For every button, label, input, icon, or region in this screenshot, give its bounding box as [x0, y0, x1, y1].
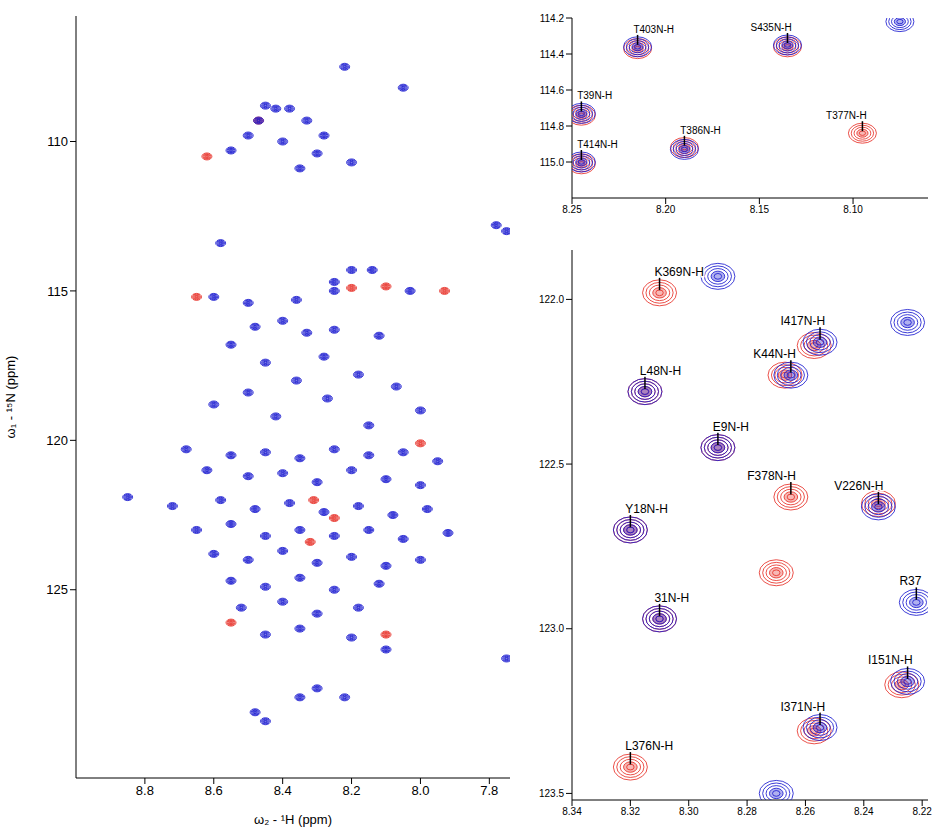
svg-text:8.24: 8.24: [854, 806, 874, 817]
svg-text:8.25: 8.25: [562, 204, 582, 215]
svg-text:K44N-H: K44N-H: [753, 347, 796, 361]
svg-text:31N-H: 31N-H: [654, 591, 689, 605]
svg-text:8.28: 8.28: [737, 806, 757, 817]
svg-text:T414N-H: T414N-H: [577, 139, 618, 150]
svg-text:8.6: 8.6: [205, 783, 223, 798]
svg-text:R37: R37: [899, 574, 921, 588]
svg-text:8.15: 8.15: [750, 204, 770, 215]
svg-text:110: 110: [47, 134, 68, 149]
svg-text:8.10: 8.10: [843, 204, 863, 215]
svg-text:L376N-H: L376N-H: [625, 739, 673, 753]
svg-text:7.8: 7.8: [480, 783, 498, 798]
svg-text:E9N-H: E9N-H: [713, 420, 749, 434]
svg-text:8.2: 8.2: [343, 783, 361, 798]
svg-text:8.0: 8.0: [411, 783, 429, 798]
svg-text:123.0: 123.0: [539, 623, 564, 634]
svg-text:122.5: 122.5: [539, 459, 564, 470]
svg-text:8.4: 8.4: [274, 783, 292, 798]
svg-text:114.4: 114.4: [540, 49, 565, 60]
svg-text:8.26: 8.26: [796, 806, 816, 817]
svg-text:122.0: 122.0: [539, 294, 564, 305]
svg-text:120: 120: [46, 433, 68, 448]
svg-text:L48N-H: L48N-H: [640, 364, 681, 378]
svg-text:114.8: 114.8: [540, 121, 565, 132]
svg-text:8.8: 8.8: [136, 783, 154, 798]
svg-text:114.2: 114.2: [540, 13, 565, 24]
svg-text:I371N-H: I371N-H: [780, 700, 825, 714]
svg-text:115.0: 115.0: [540, 157, 565, 168]
svg-text:I417N-H: I417N-H: [780, 314, 825, 328]
svg-text:T386N-H: T386N-H: [680, 125, 721, 136]
svg-text:ω₁ - ¹⁵N (ppm): ω₁ - ¹⁵N (ppm): [3, 356, 18, 439]
svg-text:8.20: 8.20: [656, 204, 676, 215]
svg-text:F378N-H: F378N-H: [747, 469, 796, 483]
svg-text:8.34: 8.34: [562, 806, 582, 817]
svg-text:T39N-H: T39N-H: [577, 90, 612, 101]
svg-text:115: 115: [47, 284, 68, 299]
svg-text:123.5: 123.5: [539, 788, 564, 799]
svg-text:K369N-H: K369N-H: [654, 265, 703, 279]
svg-text:125: 125: [46, 582, 68, 597]
svg-text:T377N-H: T377N-H: [826, 110, 867, 121]
svg-text:8.30: 8.30: [679, 806, 699, 817]
svg-text:S435N-H: S435N-H: [751, 22, 792, 33]
svg-text:Y18N-H: Y18N-H: [625, 502, 668, 516]
svg-text:T403N-H: T403N-H: [633, 24, 674, 35]
svg-text:ω₂ - ¹H (ppm): ω₂ - ¹H (ppm): [254, 812, 332, 827]
svg-text:114.6: 114.6: [540, 85, 565, 96]
svg-text:8.22: 8.22: [912, 806, 932, 817]
svg-text:8.32: 8.32: [621, 806, 641, 817]
svg-text:I151N-H: I151N-H: [868, 653, 913, 667]
svg-text:V226N-H: V226N-H: [834, 479, 883, 493]
